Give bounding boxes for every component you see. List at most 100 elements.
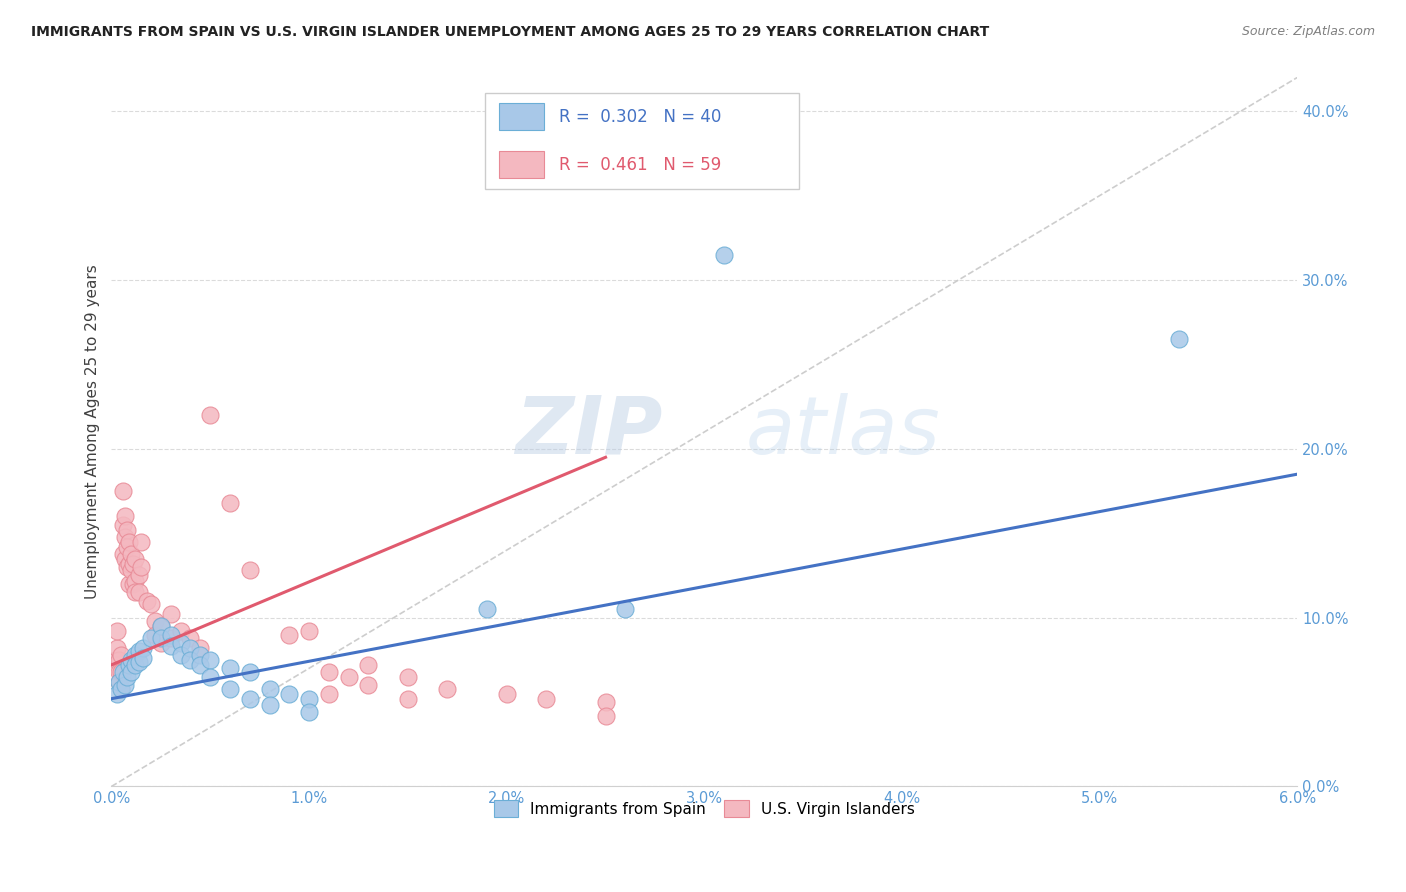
Point	[128, 644, 150, 658]
Point	[118, 657, 141, 672]
Point	[318, 687, 340, 701]
Point	[115, 670, 138, 684]
Point	[159, 631, 181, 645]
Point	[713, 248, 735, 262]
Point	[124, 657, 146, 672]
Point	[149, 636, 172, 650]
Point	[114, 530, 136, 544]
Point	[259, 681, 281, 696]
Text: R =  0.461   N = 59: R = 0.461 N = 59	[558, 156, 721, 174]
Point	[136, 594, 159, 608]
Point	[108, 653, 131, 667]
Point	[115, 560, 138, 574]
Point	[169, 648, 191, 662]
Point	[122, 577, 145, 591]
Point	[595, 695, 617, 709]
Point	[200, 408, 222, 422]
Point	[120, 547, 142, 561]
Point	[120, 665, 142, 679]
Text: ZIP: ZIP	[516, 393, 662, 471]
Point	[110, 648, 132, 662]
Point	[105, 641, 128, 656]
Point	[108, 674, 131, 689]
Point	[139, 597, 162, 611]
Point	[614, 602, 637, 616]
Point	[112, 483, 135, 498]
Point	[190, 641, 212, 656]
Point	[118, 534, 141, 549]
Point	[219, 681, 242, 696]
Point	[149, 631, 172, 645]
Point	[105, 624, 128, 639]
Point	[1167, 332, 1189, 346]
Point	[110, 681, 132, 696]
Point	[129, 534, 152, 549]
Y-axis label: Unemployment Among Ages 25 to 29 years: Unemployment Among Ages 25 to 29 years	[86, 265, 100, 599]
Point	[143, 627, 166, 641]
Point	[495, 687, 517, 701]
Point	[298, 705, 321, 719]
Point	[110, 665, 132, 679]
Point	[169, 624, 191, 639]
Point	[120, 653, 142, 667]
Point	[128, 585, 150, 599]
Point	[396, 691, 419, 706]
Point	[124, 574, 146, 588]
Point	[179, 653, 201, 667]
Point	[132, 651, 155, 665]
Point	[124, 585, 146, 599]
Point	[118, 557, 141, 571]
Text: Source: ZipAtlas.com: Source: ZipAtlas.com	[1241, 25, 1375, 38]
Point	[149, 619, 172, 633]
Point	[122, 557, 145, 571]
Point	[298, 624, 321, 639]
Point	[114, 551, 136, 566]
Legend: Immigrants from Spain, U.S. Virgin Islanders: Immigrants from Spain, U.S. Virgin Islan…	[486, 792, 922, 825]
Point	[200, 670, 222, 684]
Point	[219, 661, 242, 675]
Point	[179, 631, 201, 645]
Point	[143, 614, 166, 628]
Point	[124, 648, 146, 662]
Point	[108, 665, 131, 679]
Point	[278, 687, 301, 701]
Point	[112, 517, 135, 532]
Point	[120, 563, 142, 577]
Point	[112, 665, 135, 679]
Point	[239, 665, 262, 679]
Point	[396, 670, 419, 684]
Point	[105, 687, 128, 701]
Point	[713, 129, 735, 144]
Point	[190, 657, 212, 672]
Point	[169, 636, 191, 650]
Point	[132, 641, 155, 656]
Point	[536, 691, 558, 706]
Point	[129, 560, 152, 574]
Point	[436, 681, 458, 696]
Point	[190, 648, 212, 662]
Point	[139, 631, 162, 645]
FancyBboxPatch shape	[499, 152, 544, 178]
Point	[239, 691, 262, 706]
Point	[475, 602, 498, 616]
Text: R =  0.302   N = 40: R = 0.302 N = 40	[558, 108, 721, 126]
Point	[124, 551, 146, 566]
Point	[114, 678, 136, 692]
Point	[128, 655, 150, 669]
Point	[200, 653, 222, 667]
FancyBboxPatch shape	[485, 93, 799, 189]
Point	[239, 563, 262, 577]
Point	[110, 681, 132, 696]
Point	[115, 540, 138, 554]
Text: IMMIGRANTS FROM SPAIN VS U.S. VIRGIN ISLANDER UNEMPLOYMENT AMONG AGES 25 TO 29 Y: IMMIGRANTS FROM SPAIN VS U.S. VIRGIN ISL…	[31, 25, 990, 39]
Point	[357, 657, 380, 672]
Point	[118, 577, 141, 591]
Point	[159, 607, 181, 622]
Point	[595, 708, 617, 723]
Point	[179, 641, 201, 656]
Point	[219, 496, 242, 510]
Point	[159, 627, 181, 641]
Point	[112, 547, 135, 561]
Point	[114, 509, 136, 524]
Point	[278, 627, 301, 641]
